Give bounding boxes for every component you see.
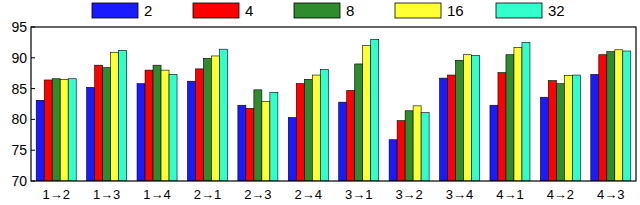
bar — [161, 70, 169, 181]
legend-label: 2 — [144, 2, 152, 19]
bar — [68, 79, 76, 181]
bar — [52, 79, 60, 181]
y-tick — [31, 150, 35, 151]
legend-swatch — [496, 3, 542, 18]
y-tick — [31, 88, 35, 89]
bar — [288, 118, 296, 181]
bar — [270, 92, 278, 181]
bar — [312, 75, 320, 181]
bar — [153, 65, 161, 181]
bar — [464, 55, 472, 181]
x-tick-label: 2→3 — [244, 187, 271, 202]
x-tick-label: 4→1 — [496, 187, 523, 202]
bar — [320, 70, 328, 181]
bar — [556, 84, 564, 181]
bar — [339, 102, 347, 181]
bar — [389, 140, 397, 181]
bar — [397, 121, 405, 181]
bar — [490, 105, 498, 181]
legend-label: 16 — [447, 2, 464, 19]
y-tick-label: 75 — [11, 142, 27, 158]
bar — [60, 79, 68, 181]
bar — [169, 74, 177, 181]
legend-swatch — [294, 3, 340, 18]
legend-swatch — [395, 3, 441, 18]
bar — [591, 74, 599, 181]
bar — [87, 87, 95, 181]
bar — [203, 58, 211, 181]
x-tick-label: 2→1 — [194, 187, 221, 202]
bar — [506, 55, 514, 181]
legend-label: 4 — [245, 2, 253, 19]
legend: 2 4 8 16 32 — [92, 2, 565, 19]
y-tick-label: 90 — [11, 50, 27, 66]
bars — [36, 39, 631, 181]
bar — [448, 75, 456, 181]
bar — [145, 70, 153, 181]
bar — [540, 97, 548, 181]
bar — [548, 81, 556, 181]
legend-swatch — [193, 3, 239, 18]
bar — [119, 50, 127, 181]
bar — [405, 111, 413, 181]
x-tick-label: 1→4 — [143, 187, 170, 202]
bar — [111, 52, 119, 181]
bar — [137, 84, 145, 181]
y-tick — [31, 181, 35, 182]
bar — [195, 69, 203, 181]
x-tick-label: 1→2 — [42, 187, 69, 202]
x-tick-label: 3→1 — [345, 187, 372, 202]
y-tick — [31, 27, 35, 28]
bar — [187, 81, 195, 181]
bar — [238, 105, 246, 181]
bar — [304, 79, 312, 181]
bar — [564, 76, 572, 181]
chart: 70 75 80 85 90 95 1→2 1→3 1→4 2→1 2→3 2→4 3→1 3→2 3→4 4… — [0, 0, 640, 205]
y-tick-label: 95 — [11, 19, 27, 35]
bar — [36, 100, 44, 181]
y-tick — [31, 57, 35, 58]
bar — [413, 106, 421, 181]
bar — [514, 47, 522, 181]
legend-swatch — [92, 3, 138, 18]
bar — [456, 60, 464, 181]
bar — [572, 75, 580, 181]
bar — [254, 90, 262, 181]
bar — [219, 49, 227, 181]
legend-label: 8 — [346, 2, 354, 19]
bar — [472, 55, 480, 181]
x-tick-label: 2→4 — [295, 187, 322, 202]
x-tick-label: 4→3 — [597, 187, 624, 202]
bar — [44, 80, 52, 181]
bar — [599, 55, 607, 181]
bar — [103, 68, 111, 181]
bar — [296, 84, 304, 181]
bar — [246, 108, 254, 181]
bar — [522, 42, 530, 181]
x-tick-label: 3→4 — [446, 187, 473, 202]
bar — [363, 45, 371, 181]
bar — [607, 52, 615, 181]
legend-label: 32 — [548, 2, 565, 19]
bar — [262, 102, 270, 181]
y-tick-label: 70 — [11, 173, 27, 189]
y-tick-label: 80 — [11, 111, 27, 127]
bar — [498, 73, 506, 181]
y-tick — [31, 119, 35, 120]
bar — [355, 64, 363, 181]
y-tick-label: 85 — [11, 81, 27, 97]
bar — [440, 78, 448, 181]
x-tick-label: 3→2 — [395, 187, 422, 202]
x-tick-label: 4→2 — [547, 187, 574, 202]
bar — [421, 113, 429, 181]
bar — [615, 50, 623, 181]
bar — [211, 56, 219, 181]
bar — [347, 90, 355, 181]
bar — [95, 65, 103, 181]
x-tick-label: 1→3 — [93, 187, 120, 202]
bar — [371, 39, 379, 181]
plot-frame — [31, 27, 636, 181]
bar — [623, 51, 631, 181]
